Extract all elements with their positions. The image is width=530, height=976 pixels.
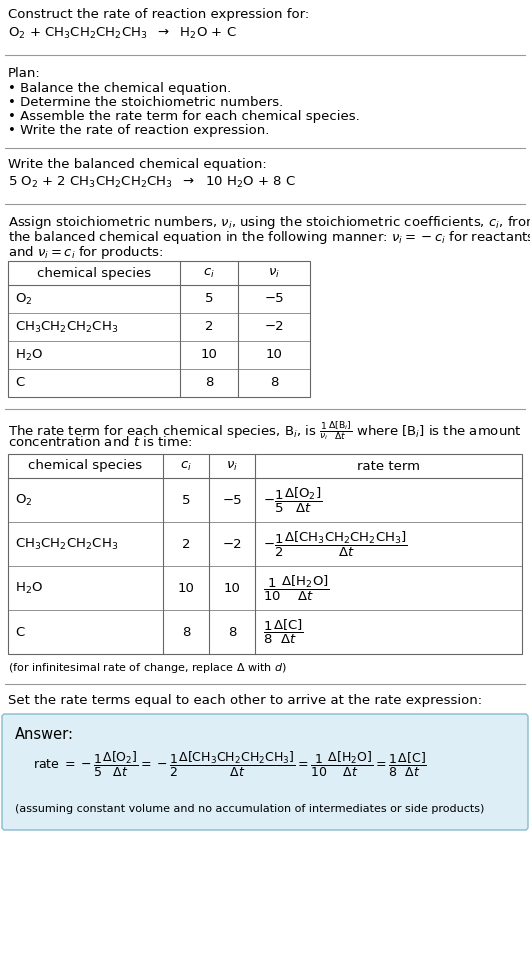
Text: and $\nu_i = c_i$ for products:: and $\nu_i = c_i$ for products:: [8, 244, 164, 261]
Text: −5: −5: [264, 293, 284, 305]
Text: $\nu_i$: $\nu_i$: [226, 460, 238, 472]
Text: 5: 5: [182, 494, 190, 507]
Text: Plan:: Plan:: [8, 67, 41, 80]
Text: Construct the rate of reaction expression for:: Construct the rate of reaction expressio…: [8, 8, 309, 21]
FancyBboxPatch shape: [2, 714, 528, 830]
Text: Assign stoichiometric numbers, $\nu_i$, using the stoichiometric coefficients, $: Assign stoichiometric numbers, $\nu_i$, …: [8, 214, 530, 231]
Text: Write the balanced chemical equation:: Write the balanced chemical equation:: [8, 158, 267, 171]
Text: $\nu_i$: $\nu_i$: [268, 266, 280, 279]
Text: $c_i$: $c_i$: [203, 266, 215, 279]
Text: O$_2$: O$_2$: [15, 292, 32, 306]
Text: 10: 10: [200, 348, 217, 361]
Text: 2: 2: [205, 320, 213, 334]
Text: −2: −2: [222, 538, 242, 550]
Text: (assuming constant volume and no accumulation of intermediates or side products): (assuming constant volume and no accumul…: [15, 804, 484, 814]
Text: 8: 8: [270, 377, 278, 389]
Text: 2: 2: [182, 538, 190, 550]
Text: 10: 10: [224, 582, 241, 594]
Text: C: C: [15, 377, 24, 389]
Text: −5: −5: [222, 494, 242, 507]
Text: C: C: [15, 626, 24, 638]
Text: O$_2$ + CH$_3$CH$_2$CH$_2$CH$_3$  $\rightarrow$  H$_2$O + C: O$_2$ + CH$_3$CH$_2$CH$_2$CH$_3$ $\right…: [8, 26, 237, 41]
Text: rate $= -\dfrac{1}{5}\dfrac{\Delta[\mathrm{O_2}]}{\Delta t} = -\dfrac{1}{2}\dfra: rate $= -\dfrac{1}{5}\dfrac{\Delta[\math…: [33, 750, 427, 779]
Text: • Write the rate of reaction expression.: • Write the rate of reaction expression.: [8, 124, 269, 137]
Text: the balanced chemical equation in the following manner: $\nu_i = -c_i$ for react: the balanced chemical equation in the fo…: [8, 229, 530, 246]
Text: H$_2$O: H$_2$O: [15, 581, 43, 595]
Text: 8: 8: [205, 377, 213, 389]
Text: • Determine the stoichiometric numbers.: • Determine the stoichiometric numbers.: [8, 96, 283, 109]
Text: 5: 5: [205, 293, 213, 305]
Text: rate term: rate term: [357, 460, 420, 472]
Text: $c_i$: $c_i$: [180, 460, 192, 472]
Text: CH$_3$CH$_2$CH$_2$CH$_3$: CH$_3$CH$_2$CH$_2$CH$_3$: [15, 319, 118, 335]
Text: Answer:: Answer:: [15, 727, 74, 742]
Text: −2: −2: [264, 320, 284, 334]
Text: $\dfrac{1}{8}\dfrac{\Delta[\mathrm{C}]}{\Delta t}$: $\dfrac{1}{8}\dfrac{\Delta[\mathrm{C}]}{…: [263, 618, 304, 646]
Text: $-\dfrac{1}{2}\dfrac{\Delta[\mathrm{CH_3CH_2CH_2CH_3}]}{\Delta t}$: $-\dfrac{1}{2}\dfrac{\Delta[\mathrm{CH_3…: [263, 529, 408, 558]
Text: $-\dfrac{1}{5}\dfrac{\Delta[\mathrm{O_2}]}{\Delta t}$: $-\dfrac{1}{5}\dfrac{\Delta[\mathrm{O_2}…: [263, 485, 322, 514]
Text: Set the rate terms equal to each other to arrive at the rate expression:: Set the rate terms equal to each other t…: [8, 694, 482, 707]
Text: 10: 10: [178, 582, 195, 594]
Bar: [8, 454, 522, 654]
Text: chemical species: chemical species: [37, 266, 151, 279]
Text: • Balance the chemical equation.: • Balance the chemical equation.: [8, 82, 231, 95]
Text: $\dfrac{1}{10}\dfrac{\Delta[\mathrm{H_2O}]}{\Delta t}$: $\dfrac{1}{10}\dfrac{\Delta[\mathrm{H_2O…: [263, 573, 330, 602]
Text: 8: 8: [182, 626, 190, 638]
Bar: [8, 261, 310, 397]
Text: chemical species: chemical species: [29, 460, 143, 472]
Text: 8: 8: [228, 626, 236, 638]
Text: CH$_3$CH$_2$CH$_2$CH$_3$: CH$_3$CH$_2$CH$_2$CH$_3$: [15, 537, 118, 551]
Text: O$_2$: O$_2$: [15, 493, 32, 508]
Text: concentration and $t$ is time:: concentration and $t$ is time:: [8, 435, 192, 449]
Text: H$_2$O: H$_2$O: [15, 347, 43, 362]
Text: • Assemble the rate term for each chemical species.: • Assemble the rate term for each chemic…: [8, 110, 360, 123]
Text: The rate term for each chemical species, B$_i$, is $\frac{1}{\nu_i}\frac{\Delta[: The rate term for each chemical species,…: [8, 419, 522, 442]
Text: 10: 10: [266, 348, 282, 361]
Text: (for infinitesimal rate of change, replace Δ with $d$): (for infinitesimal rate of change, repla…: [8, 661, 287, 675]
Text: 5 O$_2$ + 2 CH$_3$CH$_2$CH$_2$CH$_3$  $\rightarrow$  10 H$_2$O + 8 C: 5 O$_2$ + 2 CH$_3$CH$_2$CH$_2$CH$_3$ $\r…: [8, 175, 296, 190]
